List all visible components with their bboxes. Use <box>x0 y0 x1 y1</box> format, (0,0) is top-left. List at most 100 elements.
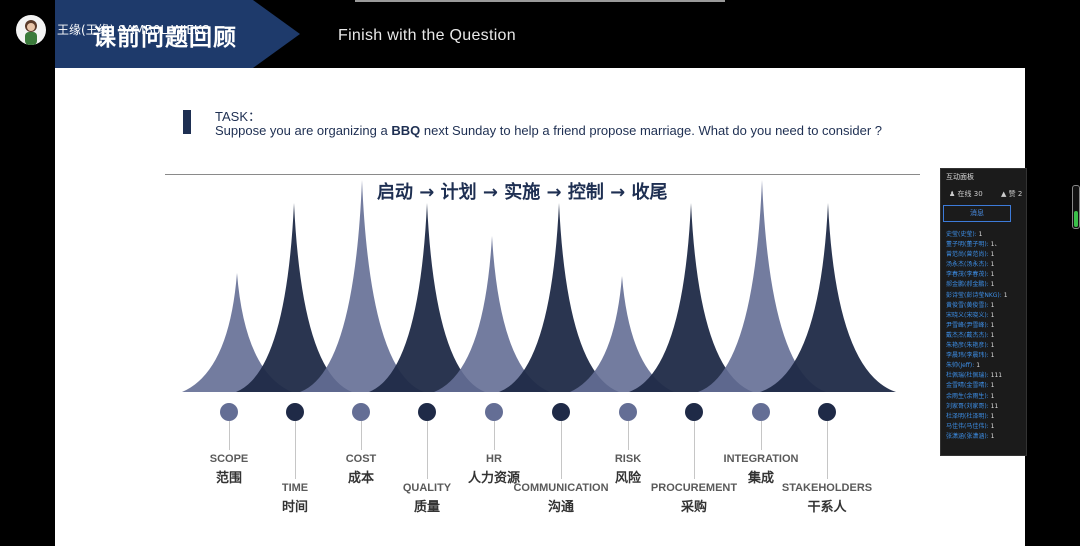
message-text: 1 <box>990 281 995 289</box>
area-stem <box>694 421 695 479</box>
message-text: 1 <box>976 362 981 370</box>
area-label-en: QUALITY <box>402 482 452 494</box>
message-text: 1 <box>990 251 995 259</box>
task-label: TASK： <box>215 109 261 124</box>
message-author: 史莹(史莹): <box>946 231 979 238</box>
banner-arrow-shape <box>55 0 300 68</box>
area-label-en: COST <box>345 453 377 465</box>
area-dot-integration <box>752 403 770 421</box>
likes-label: 赞 <box>1008 190 1016 198</box>
participants-count: 30 <box>973 190 983 198</box>
message-author: 戴杰杰(戴杰杰): <box>946 331 991 339</box>
divider-line <box>165 174 920 175</box>
area-label-en: RISK <box>614 453 642 465</box>
message-row: 史莹(史莹): 1 <box>946 230 1026 240</box>
message-row: 曾范尚(曾范尚): 1 <box>946 250 1026 260</box>
message-row: 黄俊雪(黄俊雪): 1 <box>946 301 1026 311</box>
message-author: 尹雪峰(尹雪峰): <box>946 321 991 329</box>
peak-7 <box>570 276 674 392</box>
area-label-cn: 质量 <box>413 500 440 515</box>
message-text: 1 <box>1003 291 1008 299</box>
tab-messages[interactable]: 消息 <box>943 205 1011 222</box>
message-author: 曾范尚(曾范尚): <box>946 251 991 259</box>
user-avatar[interactable] <box>16 15 46 45</box>
area-label-cn: 风险 <box>614 471 641 486</box>
peak-1 <box>182 273 292 392</box>
area-label-scope: SCOPE 范围 <box>210 453 249 486</box>
message-row: 李春茂(李春茂): 1 <box>946 270 1026 280</box>
task-text-before: Suppose you are organizing a <box>215 123 392 138</box>
area-label-stakeholders: STAKEHOLDERS 干系人 <box>782 482 872 515</box>
message-row: 杜佩瑞(杜佩瑞): 111 <box>946 371 1026 381</box>
area-stem <box>295 421 296 479</box>
area-label-procurement: PROCUREMENT 采购 <box>651 482 737 515</box>
area-dot-communication <box>552 403 570 421</box>
message-author: 余雨生(余雨生): <box>946 392 991 400</box>
slide-canvas: TASK： Suppose you are organizing a BBQ n… <box>55 68 1025 546</box>
message-author: 李晨玮(李晨玮): <box>946 352 991 360</box>
message-row: 马佳伟(马佳伟): 1 <box>946 422 1026 432</box>
area-label-en: COMMUNICATION <box>513 482 609 494</box>
area-dot-hr <box>485 403 503 421</box>
area-label-cn: 采购 <box>680 500 708 515</box>
task-marker <box>183 110 191 134</box>
peak-8 <box>629 203 753 392</box>
area-label-time: TIME 时间 <box>282 482 308 515</box>
area-dot-scope <box>220 403 238 421</box>
message-row: 朱艳彦(朱艳彦): 1 <box>946 341 1026 351</box>
message-row: 彭诗莹(彭诗莹NKG): 1 <box>946 291 1026 301</box>
message-author: 李春茂(李春茂): <box>946 271 991 279</box>
message-text: 1 <box>990 301 995 309</box>
area-label-risk: RISK 风险 <box>615 453 641 486</box>
area-label-quality: QUALITY 质量 <box>403 482 451 515</box>
message-author: 杜泽明(杜泽明): <box>946 412 991 420</box>
message-text: 1 <box>990 412 995 420</box>
area-stem <box>229 421 230 450</box>
area-label-en: TIME <box>281 482 309 494</box>
message-author: 彭诗莹(彭诗莹NKG): <box>946 291 1004 299</box>
message-author: 郝金鹏(郝金鹏): <box>946 281 991 289</box>
message-row: 余雨生(余雨生): 1 <box>946 392 1026 402</box>
message-author: 宋晓义(宋晓义): <box>946 311 991 319</box>
area-label-cost: COST 成本 <box>346 453 377 486</box>
message-author: 黄俊雪(黄俊雪): <box>946 301 991 309</box>
message-row: 宋晓义(宋晓义): 1 <box>946 311 1026 321</box>
area-dot-procurement <box>685 403 703 421</box>
task-text-after: next Sunday to help a friend propose mar… <box>420 123 883 138</box>
area-label-en: PROCUREMENT <box>650 482 738 494</box>
area-stem <box>827 421 828 479</box>
volume-slider[interactable] <box>1072 185 1080 229</box>
message-text: 1 <box>990 422 995 430</box>
likes-stat[interactable]: ▲ 赞 2 <box>1001 189 1022 199</box>
peak-2 <box>236 203 352 392</box>
message-text: 1、 <box>990 241 1001 249</box>
peak-9 <box>698 180 826 392</box>
task-text-bold: BBQ <box>391 123 421 138</box>
presenter-name: 王缘(王缘) SAMB0L WJEKO <box>57 23 211 37</box>
message-text: 1 <box>990 311 995 319</box>
area-label-communication: COMMUNICATION 沟通 <box>513 482 608 515</box>
message-author: 刘家哥(刘家哥): <box>946 402 991 410</box>
message-author: 张潇涵(张潇涵): <box>946 432 991 440</box>
message-author: 杜佩瑞(杜佩瑞): <box>946 372 991 380</box>
area-stem <box>361 421 362 450</box>
message-text: 1 <box>990 432 995 440</box>
knowledge-area-peaks <box>182 180 896 392</box>
peak-3 <box>300 180 424 392</box>
participants-stat[interactable]: ♟ 在线 30 <box>949 189 983 199</box>
task-question: Suppose you are organizing a BBQ next Su… <box>215 123 882 138</box>
peak-5 <box>434 236 550 392</box>
message-row: 朱帅(Jeff): 1 <box>946 361 1026 371</box>
title-banner: 课前问题回顾 <box>55 0 300 68</box>
participants-icon: ♟ <box>949 190 956 198</box>
message-row: 李晨玮(李晨玮): 1 <box>946 351 1026 361</box>
area-dot-time <box>286 403 304 421</box>
peak-10 <box>760 203 896 392</box>
area-label-cn: 集成 <box>747 471 774 486</box>
area-label-en: HR <box>486 453 502 465</box>
area-label-en: STAKEHOLDERS <box>781 482 873 494</box>
panel-title: 互动面板 <box>946 173 974 181</box>
message-text: 1 <box>990 331 995 339</box>
area-label-integration: INTEGRATION 集成 <box>724 453 799 486</box>
message-author: 朱艳彦(朱艳彦): <box>946 342 991 350</box>
